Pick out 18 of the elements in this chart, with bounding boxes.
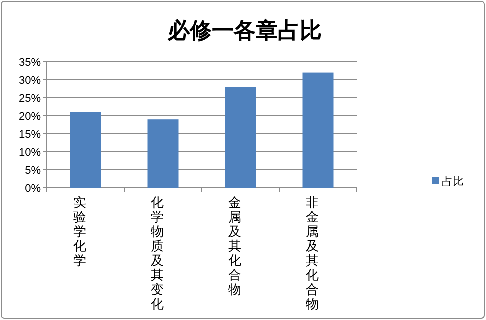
y-tick-label: 10% — [18, 147, 42, 159]
chart-title: 必修一各章占比 — [167, 18, 322, 43]
x-tick-label: 金属及其化合物 — [228, 195, 242, 297]
bar — [225, 87, 256, 188]
legend-label: 占比 — [442, 175, 464, 188]
y-tick-label: 0% — [25, 183, 42, 195]
bar — [302, 72, 334, 188]
y-tick-label: 35% — [18, 57, 42, 69]
y-tick-label: 25% — [18, 93, 42, 105]
x-tick-label: 非金属及其化合物 — [306, 195, 319, 312]
y-tick-label: 5% — [25, 165, 42, 177]
bar — [70, 112, 102, 188]
bar — [148, 120, 179, 188]
y-tick-label: 20% — [18, 111, 42, 123]
x-tick-label: 实验学化学 — [73, 195, 86, 268]
y-tick-label: 15% — [18, 129, 42, 141]
y-tick-label: 30% — [18, 75, 42, 87]
x-tick-label: 化学物质及其变化 — [150, 195, 164, 312]
